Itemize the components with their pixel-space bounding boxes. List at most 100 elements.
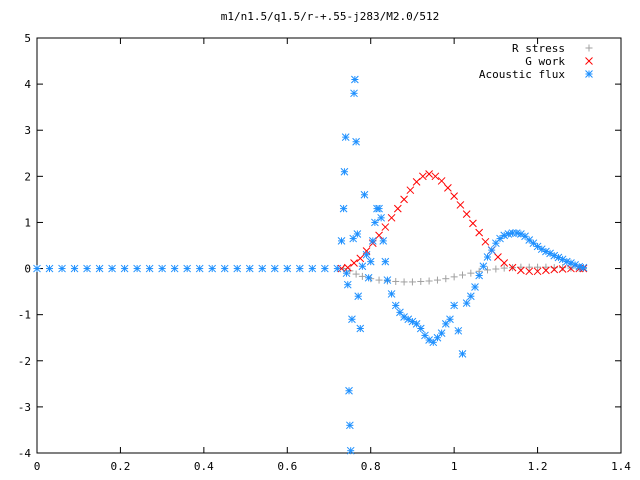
data-point [542,266,550,275]
data-point [360,190,369,199]
legend-marker [585,70,593,78]
data-point [442,275,450,283]
data-point [471,283,479,291]
data-point [437,177,446,185]
data-point [356,254,365,263]
data-point [416,324,425,333]
data-point [339,204,348,213]
data-point [346,421,354,430]
data-point [352,270,360,278]
data-point [342,269,351,278]
data-point [340,167,349,176]
data-point [391,301,400,310]
data-point [475,228,484,237]
y-tick-label: -3 [18,401,31,414]
data-point [354,292,363,301]
data-point [343,280,352,289]
data-point [258,264,267,273]
data-point [481,237,490,246]
x-tick-label: 0 [34,460,41,473]
data-point [433,276,441,284]
data-point [500,231,509,240]
data-point [425,170,433,178]
y-tick-label: 1 [24,216,31,229]
data-point [466,292,475,301]
data-point [456,201,465,209]
data-point [356,324,365,333]
data-point [375,231,383,240]
data-point [517,266,525,275]
data-point [558,265,567,273]
series-acoustic-flux [33,75,588,455]
data-point [320,264,329,273]
data-point [366,257,375,266]
x-tick-label: 1 [451,460,458,473]
x-tick-label: 0.6 [277,460,297,473]
x-tick-label: 1.4 [611,460,631,473]
data-point [377,213,385,222]
data-point [500,259,509,267]
data-point [381,223,390,231]
data-point [358,272,366,280]
data-point [484,266,492,274]
data-point [525,263,533,271]
data-point [517,263,525,271]
data-point [400,278,408,286]
data-point [170,264,179,273]
data-point [487,246,496,254]
data-point [550,265,559,274]
data-point [533,267,542,276]
data-point [469,219,477,228]
data-point [58,264,66,273]
data-point [431,172,440,181]
data-point [446,315,454,324]
legend-label: R stress [512,42,565,55]
data-point [346,446,355,455]
chart-title: m1/n1.5/q1.5/r-+.55-j283/M2.0/512 [221,10,440,23]
x-tick-label: 0.4 [194,460,214,473]
data-point [245,264,254,273]
data-point [45,264,54,273]
data-point [133,264,141,273]
data-point [379,237,388,245]
data-point [108,264,116,273]
data-point [462,299,471,307]
data-point [387,290,396,298]
data-point [392,277,400,285]
data-point [233,264,242,273]
data-point [387,213,396,222]
data-point [283,264,292,273]
y-tick-label: -4 [18,447,32,460]
data-point [362,247,371,255]
series-r-stress [340,263,587,286]
data-point [208,264,217,273]
data-point [525,236,534,244]
data-point [362,250,371,259]
series-layer [33,75,588,455]
data-point [479,262,488,271]
data-point [496,234,504,243]
data-point [483,253,492,261]
data-point [95,264,104,273]
tick-labels: 0 0.2 0.4 0.6 0.8 1 1.2 1.4 -4 -3 -2 -1 0 1 2 3 4 5 [18,32,632,473]
data-point [444,184,452,192]
plot-frame [36,37,622,454]
data-point [525,267,534,276]
data-point [534,263,542,271]
legend-label: G work [525,55,565,68]
data-point [375,276,383,284]
data-point [458,350,467,358]
data-point [350,89,358,98]
data-point [579,263,588,272]
data-point [406,186,415,195]
data-point [381,257,390,266]
x-tick-label: 0.2 [110,460,130,473]
data-point [467,269,475,277]
legend-label: Acoustic flux [479,68,565,81]
y-tick-label: 5 [24,32,31,45]
y-tick-label: -1 [18,309,31,322]
data-point [33,264,41,273]
data-point [494,253,502,261]
data-point [454,326,463,335]
data-point [348,315,356,324]
